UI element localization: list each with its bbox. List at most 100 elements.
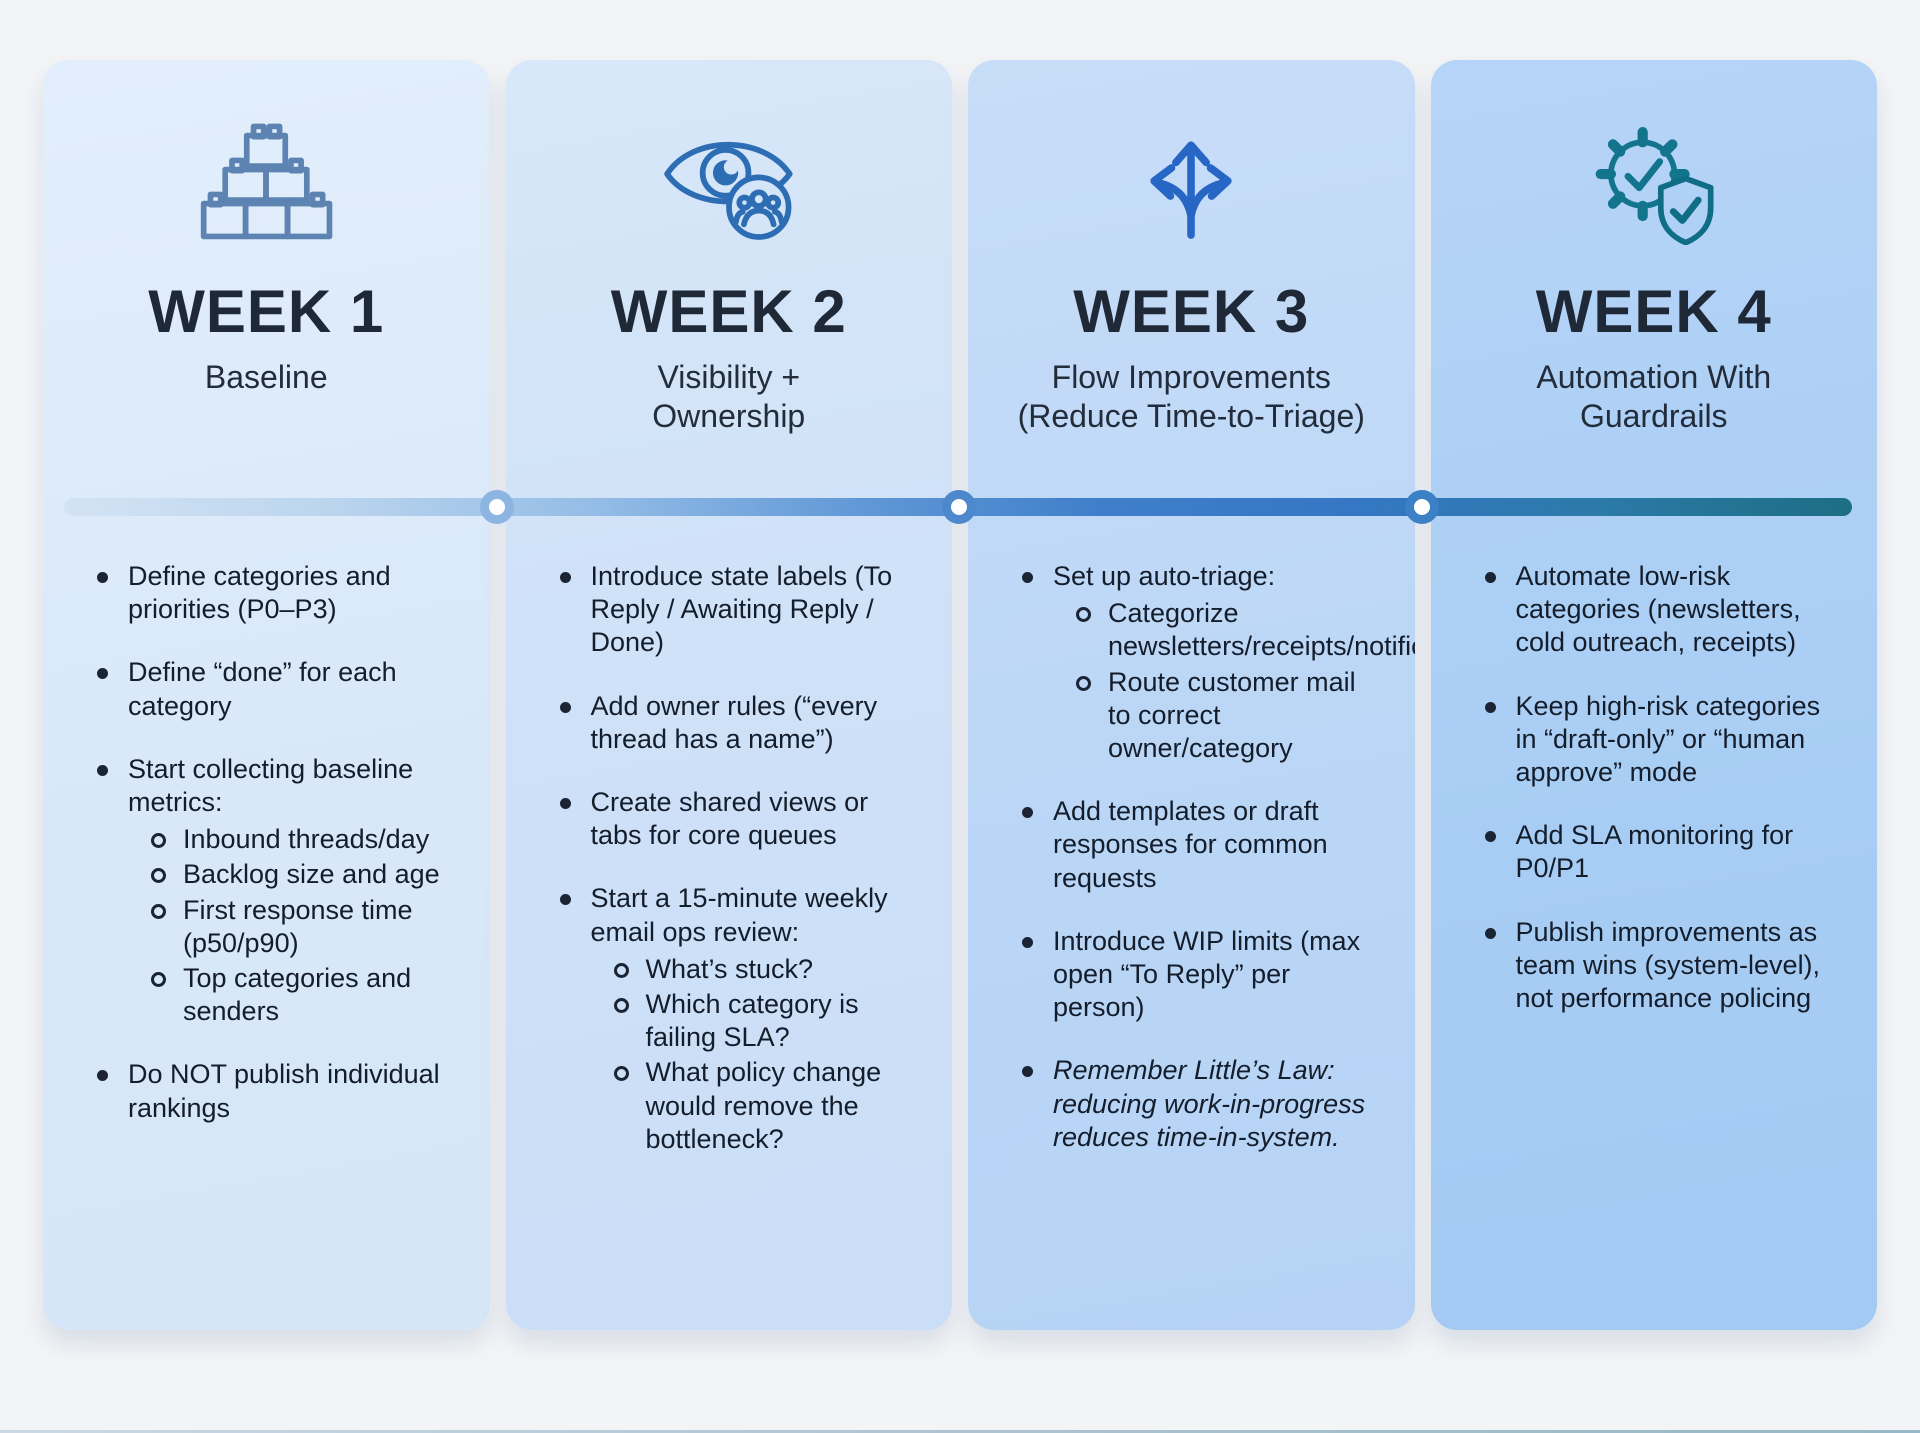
list-item: Introduce state labels (To Reply / Await… xyxy=(552,560,919,660)
week-3-title: WEEK 3 xyxy=(1073,278,1310,345)
subtitle-line: (Reduce Time-to-Triage) xyxy=(1017,398,1365,435)
list-item-text: Add owner rules (“every thread has a nam… xyxy=(590,690,878,754)
week-2-list: Introduce state labels (To Reply / Await… xyxy=(540,560,919,1156)
subtitle-line: Baseline xyxy=(204,359,328,395)
gear-shield-check-icon xyxy=(1586,117,1722,247)
subtitle-line: Visibility + xyxy=(657,359,801,395)
sub-list: What’s stuck? Which category is failing … xyxy=(613,953,919,1156)
week-3-subtitle: Flow Improvements (Reduce Time-to-Triage… xyxy=(1018,358,1365,436)
bullet-ring-icon xyxy=(151,833,166,849)
list-item-text: Define categories and priorities (P0–P3) xyxy=(128,561,391,625)
sub-item-text: Backlog size and age xyxy=(183,859,440,890)
sub-item-text: Route customer mail to correct owner/cat… xyxy=(1108,666,1356,764)
week-3-card: WEEK 3 Flow Improvements (Reduce Time-to… xyxy=(968,60,1415,1330)
sub-list: Categorize newsletters/receipts/notifica… xyxy=(1076,597,1415,766)
bullet-dot-icon xyxy=(559,894,571,906)
sub-list-item: What’s stuck? xyxy=(613,953,919,986)
week-1-title: WEEK 1 xyxy=(148,278,385,345)
list-item-text: Create shared views or tabs for core que… xyxy=(590,787,869,851)
week-1-header: WEEK 1 Baseline xyxy=(77,95,456,560)
list-item-text: Introduce WIP limits (max open “To Reply… xyxy=(1053,925,1361,1023)
list-item: Remember Little’s Law: reducing work-in-… xyxy=(1014,1054,1381,1154)
sub-item-text: Categorize newsletters/receipts/notifica… xyxy=(1108,598,1415,662)
week-3-list: Set up auto-triage: Categorize newslette… xyxy=(1002,560,1415,1154)
sub-item-text: What policy change would remove the bott… xyxy=(645,1057,882,1154)
bullet-dot-icon xyxy=(1484,572,1496,583)
bullet-ring-icon xyxy=(613,962,629,978)
week-3-header: WEEK 3 Flow Improvements (Reduce Time-to… xyxy=(1002,95,1381,560)
list-item-text: Keep high-risk categories in “draft-only… xyxy=(1515,690,1821,788)
week-2-card: WEEK 2 Visibility + Ownership Introduce … xyxy=(505,60,952,1330)
bullet-dot-icon xyxy=(1484,701,1496,713)
list-item-text: Do NOT publish individual rankings xyxy=(128,1059,440,1123)
list-item: Define “done” for each category xyxy=(89,656,456,722)
sub-item-text: Which category is failing SLA? xyxy=(645,989,859,1053)
week-4-header: WEEK 4 Automation With Guardrails xyxy=(1465,95,1844,560)
bullet-ring-icon xyxy=(1076,607,1091,623)
week-1-card: WEEK 1 Baseline Define categories and pr… xyxy=(43,60,490,1330)
sub-list-item: Route customer mail to correct owner/cat… xyxy=(1076,666,1381,766)
list-item-text: Add templates or draft responses for com… xyxy=(1053,796,1328,893)
list-item: Start collecting baseline metrics: Inbou… xyxy=(89,753,456,1029)
branching-arrows-icon xyxy=(1126,117,1256,247)
week-2-header: WEEK 2 Visibility + Ownership xyxy=(540,95,919,560)
bullet-dot-icon xyxy=(1484,927,1496,939)
bullet-dot-icon xyxy=(1022,572,1033,583)
bottom-accent-strip xyxy=(0,1430,1920,1433)
list-item: Define categories and priorities (P0–P3) xyxy=(89,560,456,626)
list-item: Start a 15-minute weekly email ops revie… xyxy=(552,882,919,1156)
week-4-card: WEEK 4 Automation With Guardrails Automa… xyxy=(1430,60,1877,1330)
week-4-title: WEEK 4 xyxy=(1535,278,1772,345)
bullet-dot-icon xyxy=(1022,1066,1033,1078)
sub-list-item: First response time (p50/p90) xyxy=(151,894,456,960)
list-item-text: Introduce state labels (To Reply / Await… xyxy=(590,561,893,658)
week-4-subtitle: Automation With Guardrails xyxy=(1536,358,1771,436)
subtitle-line: Guardrails xyxy=(1579,398,1728,435)
bullet-ring-icon xyxy=(613,998,629,1014)
list-item: Publish improvements as team wins (syste… xyxy=(1477,916,1844,1016)
list-item: Do NOT publish individual rankings xyxy=(89,1058,456,1124)
subtitle-line: Automation With xyxy=(1536,359,1772,395)
bullet-ring-icon xyxy=(613,1066,629,1082)
sub-list-item: Inbound threads/day xyxy=(151,823,456,856)
list-item-text: Start collecting baseline metrics: xyxy=(128,753,414,818)
subtitle-line: Flow Improvements xyxy=(1051,359,1331,395)
list-item-text: Publish improvements as team wins (syste… xyxy=(1515,916,1821,1014)
bullet-dot-icon xyxy=(559,798,571,810)
list-item: Keep high-risk categories in “draft-only… xyxy=(1477,690,1844,790)
bullet-dot-icon xyxy=(97,572,108,583)
week-2-subtitle: Visibility + Ownership xyxy=(652,358,805,436)
sub-list-item: Top categories and senders xyxy=(151,962,456,1028)
sub-item-text: Inbound threads/day xyxy=(183,824,430,855)
list-item: Set up auto-triage: Categorize newslette… xyxy=(1014,560,1415,766)
list-item-text-italic: Remember Little’s Law: reducing work-in-… xyxy=(1053,1055,1366,1152)
bullet-ring-icon xyxy=(151,903,166,919)
sub-item-text: What’s stuck? xyxy=(645,953,814,984)
sub-item-text: Top categories and senders xyxy=(183,963,412,1027)
list-item-text: Set up auto-triage: xyxy=(1053,561,1276,591)
bullet-ring-icon xyxy=(151,972,166,988)
bullet-dot-icon xyxy=(97,1070,108,1082)
sub-list-item: Categorize newsletters/receipts/notifica… xyxy=(1076,597,1415,663)
bullet-dot-icon xyxy=(1484,831,1496,843)
visibility-eye-team-icon xyxy=(659,117,799,247)
list-item: Create shared views or tabs for core que… xyxy=(552,786,919,852)
list-item-text: Add SLA monitoring for P0/P1 xyxy=(1515,820,1794,884)
week-1-subtitle: Baseline xyxy=(205,358,328,397)
sub-list-item: Which category is failing SLA? xyxy=(613,988,919,1054)
sub-list: Inbound threads/day Backlog size and age… xyxy=(151,823,456,1028)
list-item: Add owner rules (“every thread has a nam… xyxy=(552,690,919,756)
list-item-text: Define “done” for each category xyxy=(128,657,397,721)
bullet-dot-icon xyxy=(97,764,108,776)
list-item: Add SLA monitoring for P0/P1 xyxy=(1477,819,1844,885)
bullet-dot-icon xyxy=(1022,807,1033,819)
list-item: Introduce WIP limits (max open “To Reply… xyxy=(1014,925,1381,1025)
building-blocks-icon xyxy=(198,117,334,247)
list-item-text: Automate low-risk categories (newsletter… xyxy=(1515,561,1801,658)
roadmap-cards: WEEK 1 Baseline Define categories and pr… xyxy=(43,60,1877,1330)
list-item: Automate low-risk categories (newsletter… xyxy=(1477,560,1844,660)
week-1-list: Define categories and priorities (P0–P3)… xyxy=(77,560,456,1125)
bullet-dot-icon xyxy=(1022,936,1033,948)
bullet-ring-icon xyxy=(1076,675,1091,691)
subtitle-line: Ownership xyxy=(652,398,806,435)
